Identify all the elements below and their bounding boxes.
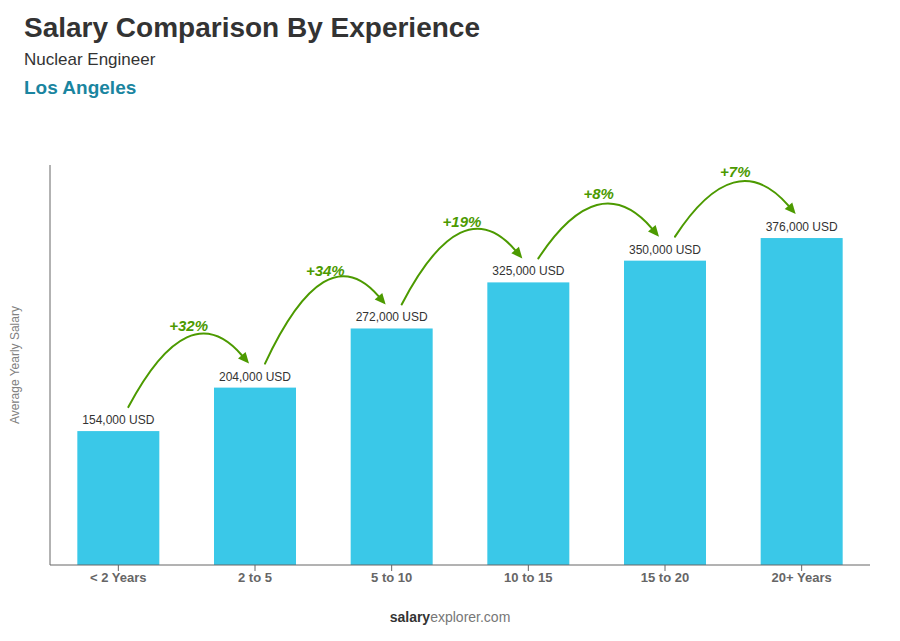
html-text:Nuclear Engineer: Nuclear Engineer (24, 50, 156, 69)
svg-text:< 2 Years: < 2 Years (90, 570, 147, 585)
svg-text:272,000 USD: 272,000 USD (356, 310, 428, 324)
svg-text:2 to 5: 2 to 5 (238, 570, 272, 585)
svg-text:15 to 20: 15 to 20 (641, 570, 689, 585)
svg-text:Average Yearly Salary: Average Yearly Salary (8, 306, 22, 424)
html-text:Los Angeles: Los Angeles (24, 77, 137, 98)
svg-text:350,000 USD: 350,000 USD (629, 243, 701, 257)
svg-text:325,000 USD: 325,000 USD (492, 264, 564, 278)
svg-text:+34%: +34% (306, 262, 345, 279)
svg-text:204,000 USD: 204,000 USD (219, 370, 291, 384)
svg-text:20+ Years: 20+ Years (772, 570, 832, 585)
html-text:Salary Comparison By Experienc: Salary Comparison By Experience (24, 12, 480, 43)
svg-text:10 to 15: 10 to 15 (504, 570, 552, 585)
svg-text:154,000 USD: 154,000 USD (82, 413, 154, 427)
svg-text:+32%: +32% (169, 317, 208, 334)
svg-text:+19%: +19% (443, 213, 482, 230)
svg-text:5 to 10: 5 to 10 (371, 570, 412, 585)
html-text:salary explorer.com: salary explorer.com (389, 609, 511, 625)
svg-text:376,000 USD: 376,000 USD (766, 220, 838, 234)
svg-text:+7%: +7% (720, 165, 750, 180)
svg-text:+8%: +8% (583, 185, 613, 202)
